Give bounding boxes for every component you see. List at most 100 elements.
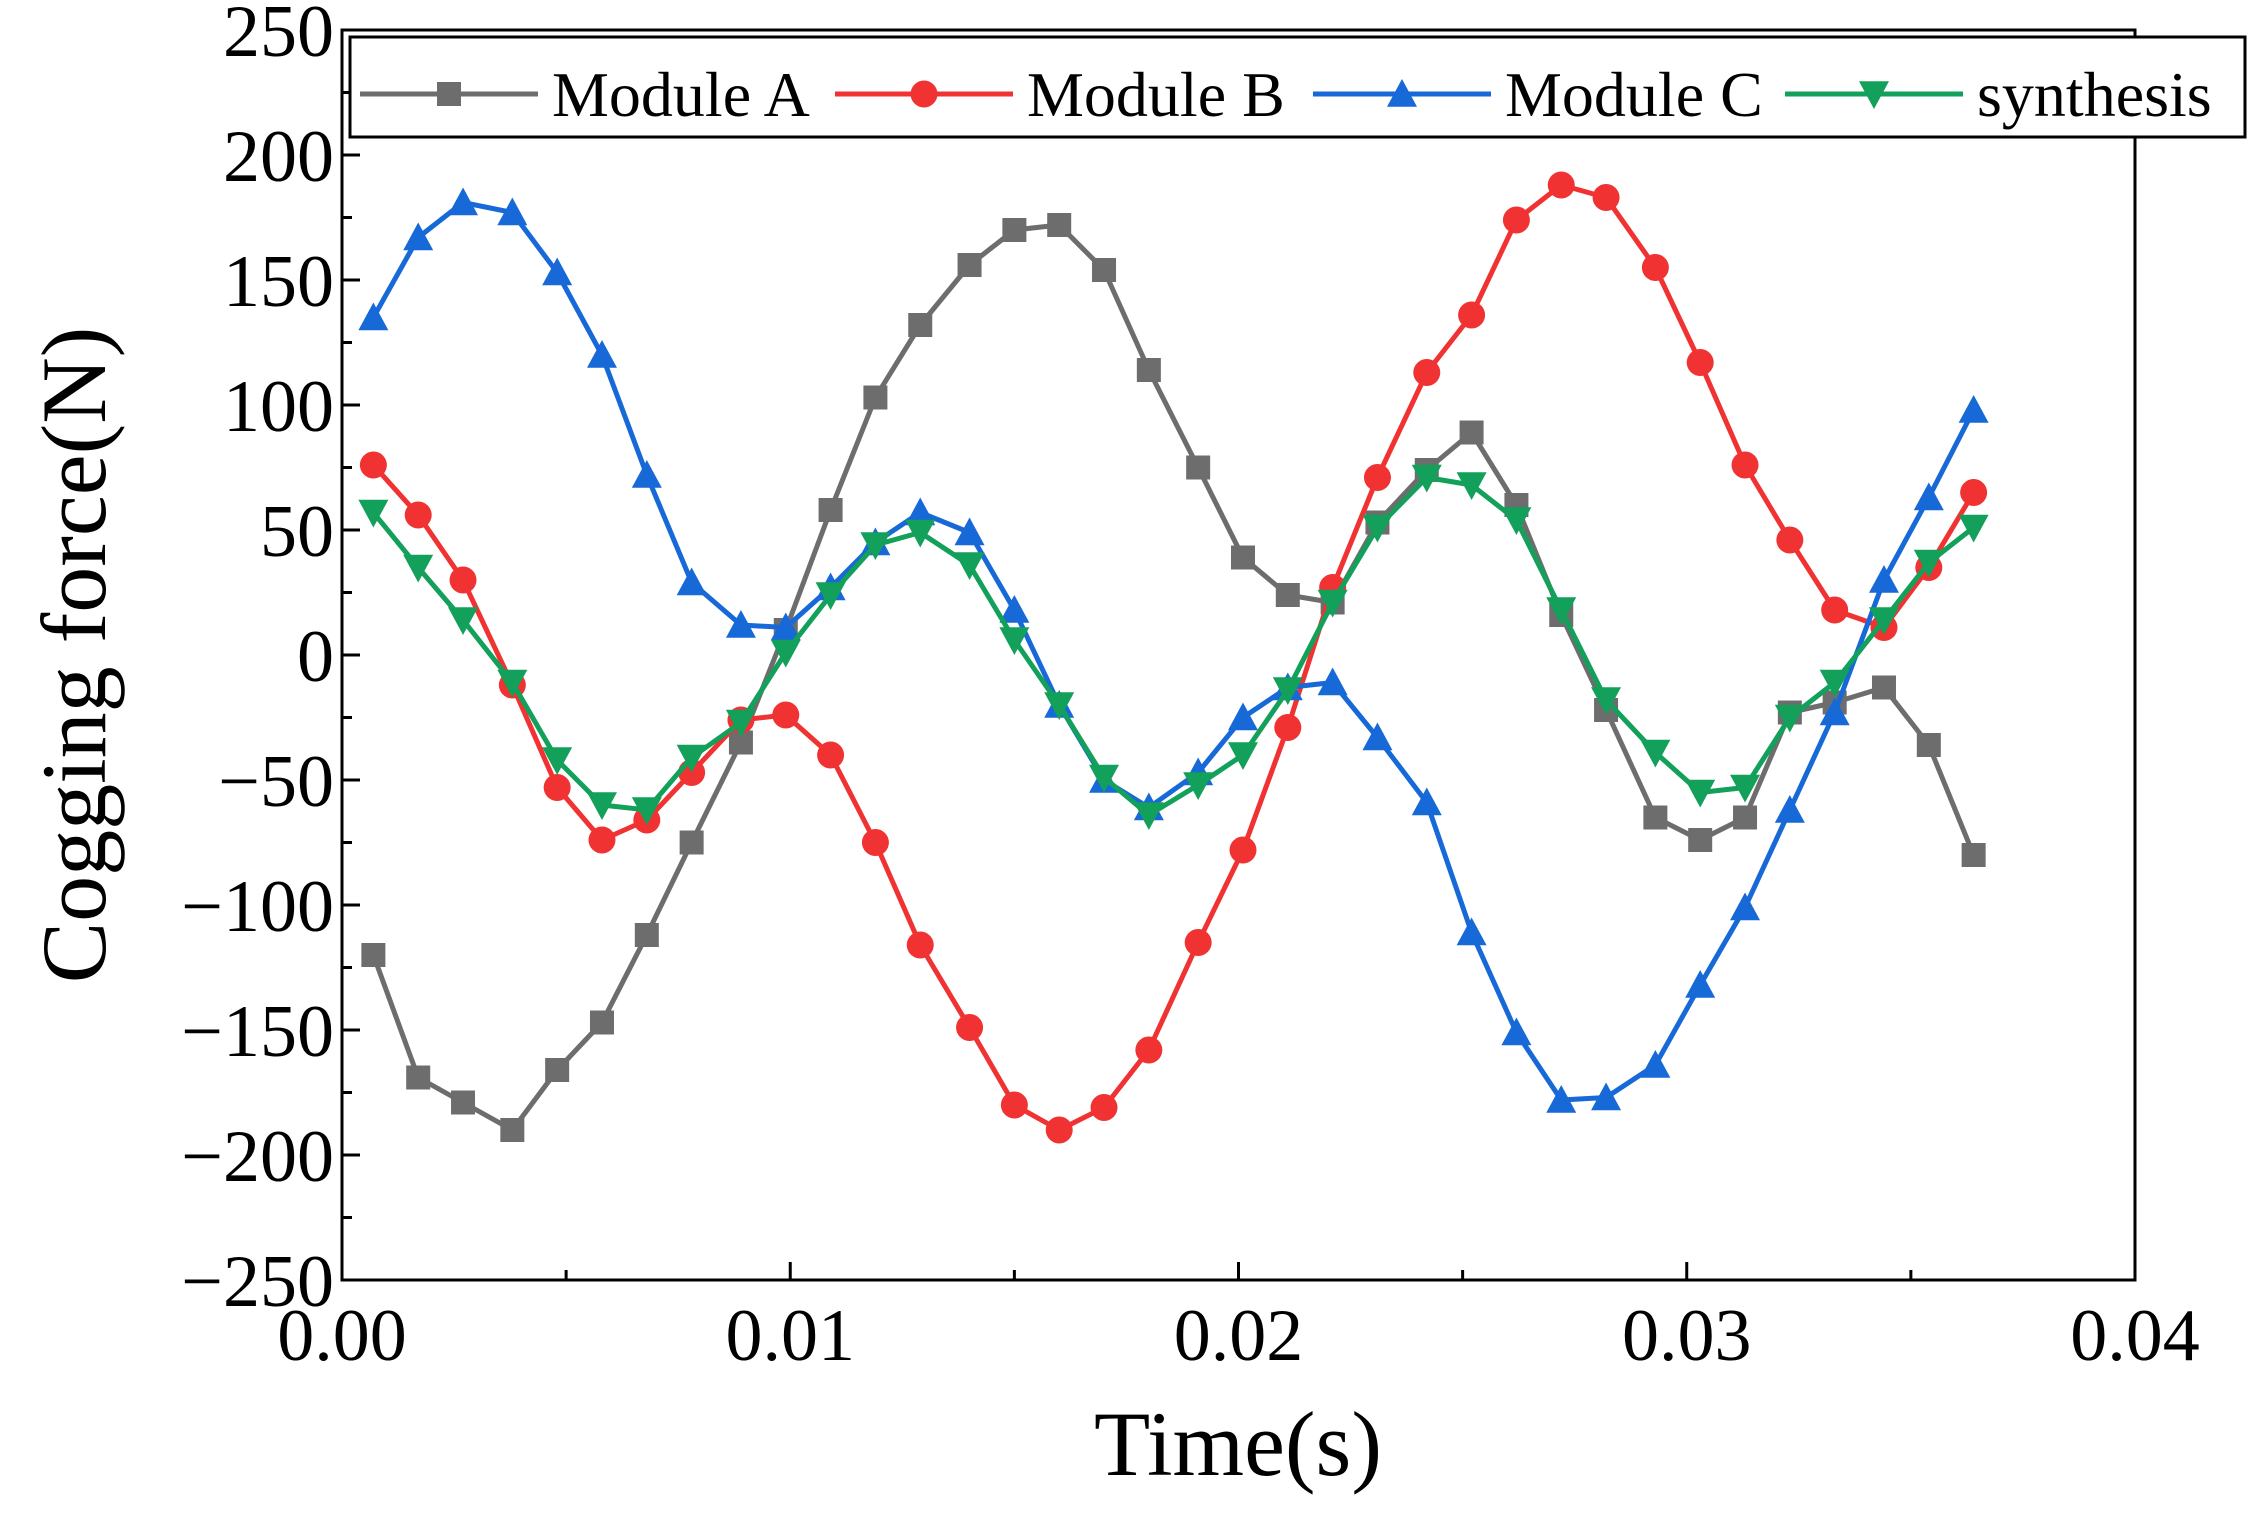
data-point-module-b <box>1090 1094 1118 1121</box>
data-point-module-b <box>1502 206 1530 234</box>
data-point-module-b <box>861 829 889 856</box>
data-point-module-b <box>1413 359 1441 386</box>
data-point-module-c <box>497 197 528 226</box>
data-point-module-a <box>451 1090 476 1115</box>
data-point-module-c <box>1317 667 1348 696</box>
data-point-module-c <box>586 340 617 368</box>
data-point-module-b <box>1686 349 1714 376</box>
data-point-module-a <box>634 923 659 947</box>
data-point-module-c <box>725 610 756 638</box>
data-point-synthesis <box>403 554 434 583</box>
data-point-module-b <box>1821 596 1849 624</box>
data-point-synthesis <box>631 797 662 825</box>
data-point-module-a <box>1961 843 1986 867</box>
data-point-module-b <box>1184 929 1212 956</box>
y-tick-label: 50 <box>260 491 334 573</box>
data-point-module-c <box>676 567 707 596</box>
data-point-synthesis <box>954 552 985 580</box>
data-point-synthesis <box>542 747 573 775</box>
data-point-synthesis <box>1591 687 1622 715</box>
data-point-module-c <box>770 612 801 641</box>
data-point-module-c <box>1227 702 1258 731</box>
y-tick-label: 0 <box>297 616 334 698</box>
data-point-module-c <box>358 302 389 331</box>
data-point-synthesis <box>999 627 1030 655</box>
data-point-module-b <box>1960 479 1988 506</box>
legend-item-module-b: Module B <box>835 59 1285 130</box>
data-point-module-c <box>1958 395 1989 423</box>
data-point-synthesis <box>1227 742 1258 770</box>
data-point-module-a <box>1643 805 1668 830</box>
x-tick-label: 0.03 <box>1622 1295 1752 1377</box>
y-tick-label: −100 <box>181 866 334 948</box>
data-point-synthesis <box>1362 514 1393 543</box>
data-point-synthesis <box>1819 669 1850 698</box>
data-point-module-b <box>1547 171 1575 199</box>
data-point-synthesis <box>1411 464 1442 493</box>
series-module-c <box>358 187 1989 1113</box>
data-point-module-b <box>772 701 800 729</box>
data-point-synthesis <box>1546 597 1577 625</box>
data-point-synthesis <box>1913 549 1944 578</box>
x-tick-label: 0.04 <box>2070 1295 2200 1377</box>
legend-label: Module A <box>552 59 810 130</box>
data-point-synthesis <box>770 639 801 668</box>
legend-label: Module B <box>1027 59 1285 130</box>
data-point-module-b <box>543 774 571 801</box>
data-point-module-a <box>589 1010 614 1035</box>
data-point-module-a <box>1136 358 1161 382</box>
data-point-module-a <box>1230 545 1255 570</box>
data-point-module-b <box>1274 714 1302 741</box>
data-point-module-b <box>956 1014 984 1041</box>
x-tick-label: 0.01 <box>726 1295 856 1377</box>
x-axis-title: Time(s) <box>1094 1393 1382 1495</box>
series-module-a <box>361 213 1986 1142</box>
data-point-synthesis <box>1183 772 1214 800</box>
data-point-module-c <box>1730 892 1761 921</box>
legend-swatch-marker <box>437 82 461 106</box>
data-point-synthesis <box>1501 507 1532 535</box>
data-point-module-b <box>1000 1091 1028 1119</box>
data-point-module-c <box>1591 1082 1622 1111</box>
data-point-module-a <box>818 498 843 522</box>
series-synthesis <box>358 464 1989 830</box>
data-point-synthesis <box>358 499 389 528</box>
data-point-module-b <box>1731 451 1759 479</box>
data-point-synthesis <box>815 582 846 610</box>
data-point-module-c <box>1774 795 1805 823</box>
data-point-module-b <box>906 931 934 959</box>
data-point-module-b <box>588 826 616 854</box>
data-point-synthesis <box>1133 802 1164 830</box>
data-point-synthesis <box>1317 589 1348 618</box>
data-point-synthesis <box>1272 677 1303 705</box>
data-point-synthesis <box>676 744 707 773</box>
data-point-synthesis <box>1868 607 1899 635</box>
data-point-module-c <box>1819 697 1850 726</box>
data-point-module-a <box>908 313 933 337</box>
data-point-module-a <box>1733 805 1758 830</box>
data-point-module-c <box>999 595 1030 623</box>
y-tick-label: 150 <box>223 241 334 323</box>
data-point-synthesis <box>1044 692 1075 720</box>
data-point-module-c <box>1456 917 1487 946</box>
data-point-module-a <box>679 830 704 855</box>
data-point-synthesis <box>725 709 756 738</box>
data-point-synthesis <box>1685 779 1716 808</box>
data-point-synthesis <box>1456 472 1487 500</box>
data-point-module-a <box>863 385 888 410</box>
data-point-synthesis <box>586 792 617 820</box>
series-line-module-b <box>371 182 1976 1133</box>
data-point-module-c <box>542 257 573 286</box>
data-point-module-a <box>545 1058 570 1082</box>
y-tick-label: −50 <box>218 741 334 823</box>
data-point-module-a <box>1871 675 1896 700</box>
data-point-module-a <box>500 1118 525 1142</box>
legend-item-synthesis: synthesis <box>1785 59 2212 130</box>
y-axis-title: Cogging force(N) <box>23 327 125 984</box>
data-point-module-b <box>1641 254 1669 281</box>
data-point-synthesis <box>448 607 479 635</box>
data-point-module-b <box>1363 464 1391 491</box>
series-module-b <box>359 171 1988 1144</box>
data-point-module-b <box>1592 184 1620 211</box>
